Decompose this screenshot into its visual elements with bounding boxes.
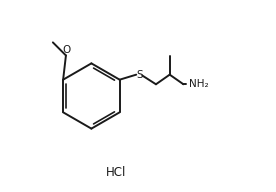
Text: NH₂: NH₂ (189, 79, 209, 89)
Text: S: S (136, 70, 142, 80)
Text: O: O (63, 45, 71, 55)
Text: HCl: HCl (105, 166, 126, 179)
